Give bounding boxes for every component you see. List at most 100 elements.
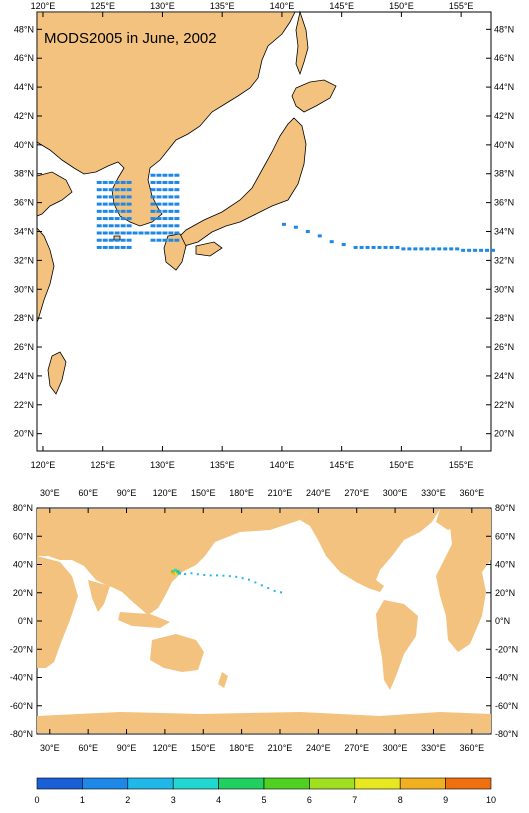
observation-cell — [168, 195, 174, 199]
observation-cell — [96, 209, 102, 213]
bottom-lon-label: 300°E — [383, 488, 408, 498]
colorbar-label: 2 — [125, 795, 130, 805]
observation-cell — [150, 202, 156, 206]
top-lat-label: 20°N — [494, 429, 514, 439]
observation-cell — [168, 202, 174, 206]
observation-cell — [108, 202, 114, 206]
observation-cell — [413, 247, 418, 251]
bottom-lat-label: -60°N — [10, 701, 33, 711]
colorbar-labels: 0 1 2 3 4 5 6 7 8 9 10 — [34, 795, 496, 805]
china-south-coast — [36, 226, 55, 323]
colorbar-segment — [172, 777, 219, 790]
observation-cell — [461, 248, 466, 252]
bottom-lat-label: 20°N — [13, 588, 33, 598]
observation-cell — [168, 224, 174, 228]
colorbar-segment — [82, 777, 129, 790]
observation-cell — [120, 238, 126, 242]
observation-cell — [449, 247, 454, 251]
colorbar-label: 6 — [307, 795, 312, 805]
colorbar-segment — [445, 777, 492, 790]
observation-cell — [108, 245, 114, 249]
top-map-lon-labels-bottom: 120°E 125°E 130°E 135°E 140°E 145°E 150°E 155°E — [31, 446, 473, 470]
observation-cell — [168, 217, 174, 221]
observation-cell — [120, 195, 126, 199]
observation-cell — [168, 238, 174, 242]
top-lat-label: 30°N — [494, 284, 514, 294]
observation-cell — [126, 217, 132, 221]
top-lat-label: 28°N — [494, 313, 514, 323]
top-lat-label: 24°N — [14, 371, 34, 381]
bottom-lon-label: 240°E — [306, 743, 331, 753]
sakhalin — [295, 10, 309, 76]
observation-cell — [120, 202, 126, 206]
observation-cell — [96, 238, 102, 242]
observation-cell — [114, 238, 120, 242]
observation-cell — [102, 180, 108, 184]
observation-cell — [479, 248, 484, 252]
observation-cell — [96, 245, 102, 249]
observation-cell — [178, 572, 181, 575]
observation-cell — [102, 209, 108, 213]
observation-cell — [96, 195, 102, 199]
top-lat-label: 46°N — [494, 53, 514, 63]
observation-cell — [96, 202, 102, 206]
bottom-lat-label: 0°N — [18, 616, 33, 626]
bottom-lat-label: 80°N — [13, 503, 33, 513]
observation-cell — [108, 209, 114, 213]
observation-cell — [108, 231, 114, 235]
colorbar-segment — [309, 777, 356, 790]
colorbar-label: 5 — [261, 795, 266, 805]
honshu — [175, 117, 307, 247]
north-america — [300, 509, 440, 592]
bottom-lat-label: -80°N — [10, 729, 33, 739]
observation-cell — [235, 575, 238, 578]
observation-cell — [467, 248, 472, 252]
bottom-lon-label: 240°E — [306, 488, 331, 498]
observation-cell — [241, 577, 244, 580]
observation-cell — [96, 224, 102, 228]
observation-cell — [126, 245, 132, 249]
top-lat-label: 36°N — [14, 198, 34, 208]
observation-cell — [114, 231, 120, 235]
observation-cell — [168, 180, 174, 184]
europe-africa-east — [436, 509, 491, 652]
observation-cell — [156, 195, 162, 199]
top-lon-label: 135°E — [210, 1, 235, 11]
observation-cell — [317, 234, 322, 238]
bottom-map-lon-labels-top: 30°E 60°E 90°E 120°E 150°E 180°E 210°E 240°E 270… — [40, 488, 484, 513]
bottom-map: 30°E 60°E 90°E 120°E 150°E 180°E 210°E 240°E 270… — [10, 488, 518, 753]
indonesia — [118, 612, 170, 628]
top-lon-label: 130°E — [150, 460, 175, 470]
observation-cell — [108, 217, 114, 221]
top-lat-label: 42°N — [14, 111, 34, 121]
observation-cell — [383, 245, 388, 249]
top-lat-label: 48°N — [14, 24, 34, 34]
top-lon-label: 125°E — [90, 1, 115, 11]
bottom-lon-label: 90°E — [117, 743, 137, 753]
observation-cell — [162, 202, 168, 206]
observation-cell — [114, 209, 120, 213]
observation-cell — [144, 231, 150, 235]
india — [88, 580, 110, 612]
observation-cell — [162, 231, 168, 235]
bottom-lon-label: 270°E — [344, 488, 369, 498]
bottom-map-lat-labels-right: 80°N 60°N 40°N 20°N 0°N -20°N -40°N -60°N -80°N — [486, 503, 518, 739]
observation-cell — [96, 231, 102, 235]
observation-cell — [353, 245, 358, 249]
top-lon-label: 150°E — [389, 460, 414, 470]
china-coast — [36, 171, 73, 217]
top-lat-label: 32°N — [14, 255, 34, 265]
observation-cell — [329, 240, 334, 244]
observation-cell — [174, 188, 180, 192]
hokkaido — [291, 79, 337, 113]
observation-cell — [156, 231, 162, 235]
observation-cell — [102, 238, 108, 242]
observation-cell — [126, 195, 132, 199]
top-lon-label: 155°E — [449, 1, 474, 11]
bottom-lon-label: 90°E — [117, 488, 137, 498]
bottom-map-lat-labels-left: 80°N 60°N 40°N 20°N 0°N -20°N -40°N -60°N -80°N — [10, 503, 42, 739]
observation-cell — [174, 231, 180, 235]
top-lat-label: 36°N — [494, 198, 514, 208]
south-america — [376, 600, 418, 690]
observation-cell — [371, 245, 376, 249]
